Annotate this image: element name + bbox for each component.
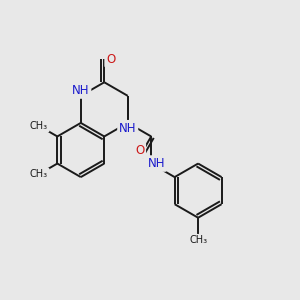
Text: CH₃: CH₃ xyxy=(30,169,48,179)
Text: NH: NH xyxy=(148,157,165,170)
Text: O: O xyxy=(135,144,144,157)
Text: NH: NH xyxy=(72,84,90,97)
Text: NH: NH xyxy=(119,122,136,135)
Text: O: O xyxy=(106,53,116,66)
Text: CH₃: CH₃ xyxy=(189,236,207,245)
Text: CH₃: CH₃ xyxy=(30,121,48,131)
